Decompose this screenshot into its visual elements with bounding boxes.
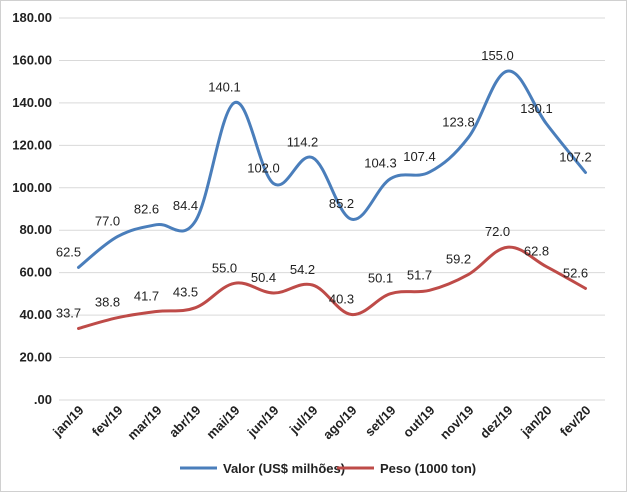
data-label: 155.0: [481, 48, 514, 63]
y-tick-label: 160.00: [12, 52, 52, 67]
data-label: 107.4: [403, 149, 436, 164]
data-label: 50.1: [368, 271, 393, 286]
x-tick-label: nov/19: [437, 403, 477, 443]
data-label: 123.8: [442, 114, 475, 129]
x-tick-label: out/19: [400, 403, 438, 441]
data-label: 114.2: [287, 135, 319, 150]
data-label: 38.8: [95, 295, 120, 310]
legend: Valor (US$ milhões) Peso (1000 ton): [180, 461, 476, 476]
data-label: 33.7: [56, 305, 81, 320]
x-tick-label: jul/19: [286, 403, 321, 438]
data-label: 130.1: [520, 101, 553, 116]
data-label: 107.2: [559, 149, 592, 164]
data-label: 50.4: [251, 270, 276, 285]
data-label: 77.0: [95, 214, 120, 229]
data-label: 51.7: [407, 267, 432, 282]
data-label: 52.6: [563, 265, 588, 280]
data-label: 62.8: [524, 244, 549, 259]
data-labels: 62.5 77.0 82.6 84.4 140.1 102.0 114.2 85.2 104.3…: [56, 48, 592, 320]
y-tick-label: 60.00: [19, 265, 52, 280]
y-tick-label: 120.00: [12, 137, 52, 152]
x-tick-label: abr/19: [166, 403, 204, 441]
data-label: 54.2: [290, 262, 315, 277]
y-axis: .00 20.00 40.00 60.00 80.00 100.00 120.00 140.0…: [12, 10, 52, 407]
data-label: 59.2: [446, 251, 471, 266]
x-tick-label: set/19: [362, 403, 399, 440]
series-line-valor: [77, 69, 587, 269]
series-line-peso: [77, 245, 587, 330]
data-label: 104.3: [364, 156, 397, 171]
y-tick-label: 140.00: [12, 95, 52, 110]
y-tick-label: 20.00: [19, 350, 52, 365]
data-label: 84.4: [173, 198, 198, 213]
x-tick-label: mar/19: [124, 403, 164, 443]
data-label: 62.5: [56, 244, 81, 259]
x-tick-label: fev/19: [89, 403, 126, 440]
y-tick-label: 40.00: [19, 307, 52, 322]
x-tick-label: jan/19: [49, 403, 86, 440]
data-label: 41.7: [134, 289, 159, 304]
y-tick-label: 100.00: [12, 180, 52, 195]
legend-label: Valor (US$ milhões): [223, 461, 345, 476]
data-label: 82.6: [134, 202, 159, 217]
data-label: 72.0: [485, 224, 510, 239]
x-tick-label: ago/19: [320, 403, 360, 443]
x-tick-label: jun/19: [244, 403, 282, 441]
data-label: 55.0: [212, 260, 237, 275]
x-tick-label: dez/19: [477, 403, 516, 442]
y-tick-label: 180.00: [12, 10, 52, 25]
y-tick-label: 80.00: [19, 222, 52, 237]
x-tick-label: fev/20: [557, 403, 594, 440]
data-label: 140.1: [208, 80, 241, 95]
data-label: 40.3: [329, 291, 354, 306]
series-lines: [77, 69, 587, 330]
y-tick-label: .00: [34, 392, 52, 407]
data-label: 43.5: [173, 285, 198, 300]
legend-label: Peso (1000 ton): [380, 461, 476, 476]
data-label: 85.2: [329, 196, 354, 211]
x-tick-label: jan/20: [517, 403, 554, 440]
x-tick-label: mai/19: [203, 403, 242, 442]
data-label: 102.0: [247, 161, 280, 176]
